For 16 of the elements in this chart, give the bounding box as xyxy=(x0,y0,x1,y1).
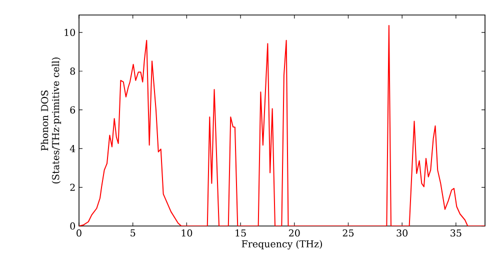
x-tick-label: 5 xyxy=(130,229,136,236)
x-tick-label: 30 xyxy=(396,229,408,237)
y-tick-label: 2 xyxy=(70,184,75,191)
x-tick-label: 10 xyxy=(182,229,192,237)
x-tick-label: 20 xyxy=(288,229,300,237)
y-tick-label: 8 xyxy=(70,68,75,75)
x-tick-label: 25 xyxy=(342,229,354,237)
x-axis-title: Frequency (THz) xyxy=(242,240,322,250)
y-axis-title: Phonon DOS (States/THz·primitive cell) xyxy=(40,58,62,184)
y-tick-label: 0 xyxy=(70,222,75,230)
y-tick-label: 10 xyxy=(64,28,75,36)
x-tick-label: 35 xyxy=(450,229,462,237)
x-tick-label: 0 xyxy=(76,229,82,237)
x-tick-label: 15 xyxy=(236,229,246,237)
y-tick-label: 4 xyxy=(70,145,76,152)
y-tick-label: 6 xyxy=(70,106,76,114)
